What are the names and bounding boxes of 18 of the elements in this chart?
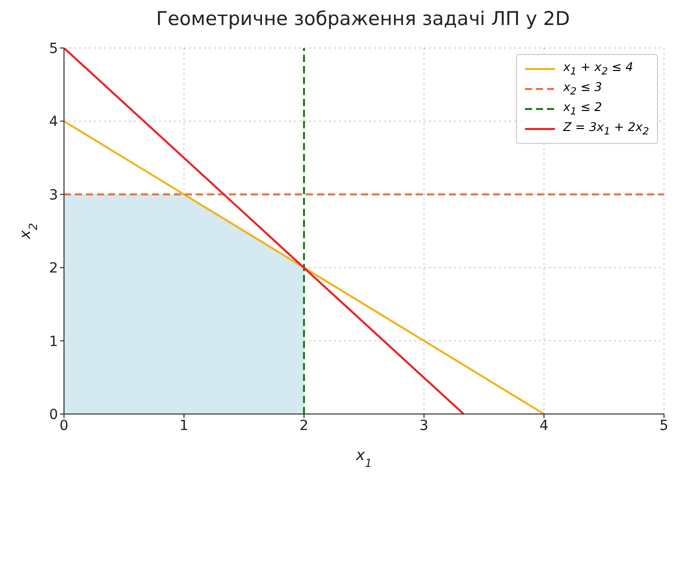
x-tick-label: 0 — [60, 418, 68, 434]
x-tick-label: 2 — [300, 418, 308, 434]
legend-label: x$_{2}$ ≤ 3 — [563, 80, 602, 98]
legend-label: x$_{1}$ + x$_{2}$ ≤ 4 — [563, 60, 634, 78]
y-tick-label: 4 — [49, 114, 58, 130]
x-tick-label: 5 — [660, 418, 668, 434]
y-tick-label: 5 — [49, 40, 58, 57]
y-tick-label: 1 — [49, 334, 58, 350]
chart-title: Геометричне зображення задачі ЛП у 2D — [155, 8, 571, 32]
legend-label: Z = 3x$_{1}$ + 2x$_{2}$ — [563, 120, 649, 138]
y-tick-label: 0 — [49, 406, 58, 423]
legend-label: x$_{1}$ ≤ 2 — [563, 100, 602, 118]
x-tick-label: 1 — [180, 418, 188, 434]
x-axis-title: x$_{1}$ — [354, 446, 372, 470]
x-tick-label: 4 — [540, 418, 549, 434]
x-tick-label: 3 — [420, 418, 428, 434]
y-tick-label: 3 — [49, 187, 58, 204]
y-tick-label: 2 — [49, 260, 58, 277]
